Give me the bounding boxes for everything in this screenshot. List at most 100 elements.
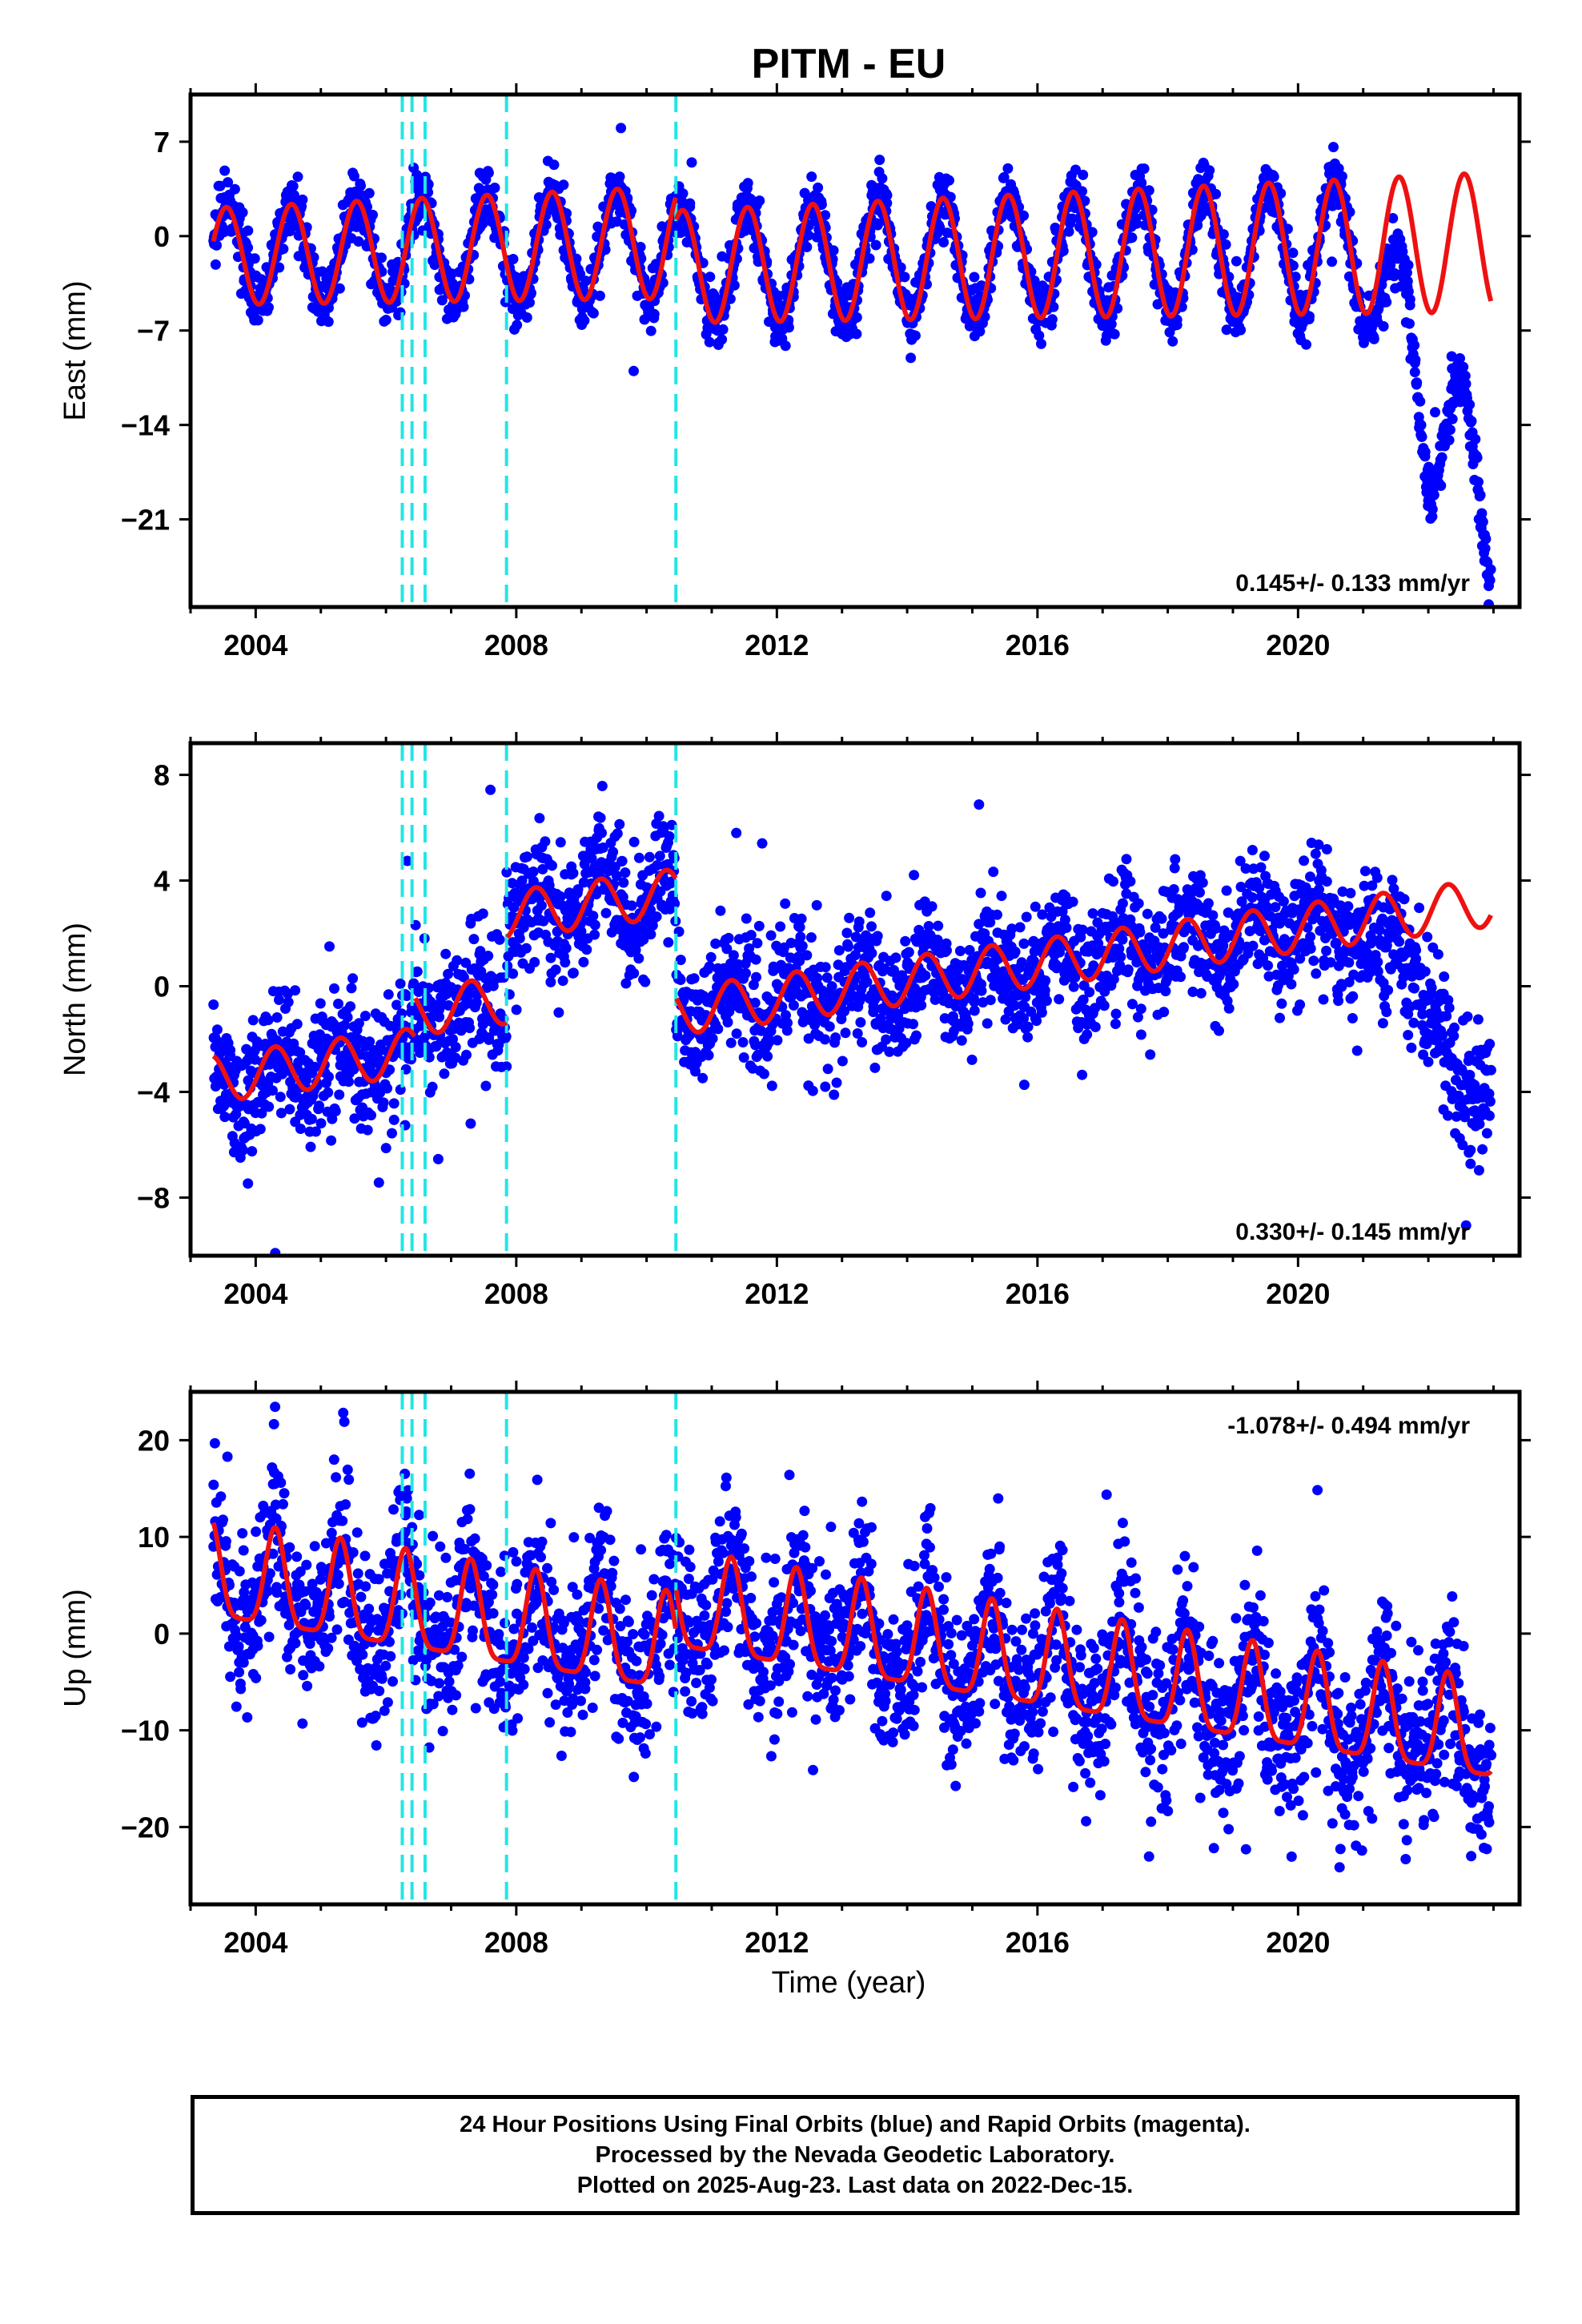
data-point — [1259, 850, 1270, 862]
data-point — [1419, 446, 1431, 457]
data-point — [1002, 163, 1014, 174]
data-point — [909, 870, 920, 881]
data-point — [373, 1177, 384, 1188]
data-point — [757, 838, 768, 849]
data-point — [475, 946, 486, 957]
data-point — [1275, 188, 1287, 199]
data-point — [347, 973, 359, 984]
data-point — [853, 916, 865, 927]
data-point — [1040, 975, 1051, 986]
data-point — [1403, 259, 1414, 271]
data-point — [247, 1146, 258, 1157]
data-point — [586, 853, 597, 864]
data-point — [468, 934, 480, 945]
data-point — [477, 908, 488, 919]
data-point — [256, 1108, 267, 1119]
data-point — [263, 302, 274, 313]
data-point — [1022, 1021, 1034, 1032]
data-point — [1010, 947, 1021, 957]
data-point — [669, 898, 681, 909]
data-point — [782, 1017, 793, 1028]
data-point — [588, 308, 599, 319]
data-point — [412, 966, 423, 977]
data-point — [1135, 1003, 1146, 1015]
data-point — [841, 927, 853, 939]
data-point — [962, 1018, 974, 1029]
data-point — [520, 943, 532, 954]
data-point — [633, 852, 644, 863]
data-point — [1171, 314, 1182, 325]
data-point — [1343, 957, 1355, 968]
data-point — [648, 308, 660, 320]
data-point — [295, 1124, 306, 1134]
data-point — [219, 1100, 230, 1112]
data-point — [315, 1118, 327, 1129]
data-point — [1410, 354, 1421, 365]
data-point — [969, 271, 980, 283]
data-point — [795, 931, 806, 943]
data-point — [635, 242, 646, 252]
data-point — [1029, 275, 1040, 286]
data-point — [865, 907, 876, 919]
data-point — [788, 999, 799, 1011]
data-point — [427, 1081, 438, 1092]
data-point — [664, 830, 675, 842]
data-point — [211, 1024, 223, 1035]
data-point — [1220, 239, 1231, 250]
data-point — [596, 827, 607, 838]
data-point — [1235, 324, 1247, 336]
data-point — [677, 188, 689, 199]
data-point — [440, 948, 452, 959]
data-point — [754, 195, 765, 207]
data-point — [652, 860, 663, 870]
data-point — [731, 827, 742, 838]
data-point — [521, 312, 532, 323]
data-point — [568, 867, 579, 879]
data-point — [1458, 361, 1469, 372]
data-point — [297, 194, 308, 205]
data-point — [1228, 979, 1239, 990]
data-point — [247, 1015, 259, 1026]
data-point — [751, 971, 761, 983]
data-point — [721, 943, 733, 955]
figure-title: PITM - EU — [752, 41, 946, 87]
data-point — [241, 1043, 252, 1055]
data-point — [1070, 164, 1081, 175]
data-point — [483, 167, 494, 179]
data-point — [314, 1100, 325, 1112]
data-point — [626, 900, 637, 911]
data-point — [589, 929, 600, 940]
data-point — [452, 955, 463, 966]
x-tick-label: 2004 — [223, 629, 287, 661]
data-point — [509, 887, 520, 899]
data-point — [1415, 396, 1426, 407]
data-point — [576, 926, 587, 937]
data-point — [908, 1019, 918, 1030]
data-point — [383, 989, 394, 1000]
data-point — [1327, 256, 1338, 267]
data-point — [1158, 1007, 1170, 1018]
data-point — [243, 1178, 254, 1189]
data-point — [275, 1108, 287, 1119]
data-point — [243, 225, 254, 236]
data-point — [974, 326, 986, 337]
x-tick-label: 2016 — [1006, 629, 1070, 661]
data-point — [334, 283, 345, 294]
data-point — [1170, 854, 1181, 865]
data-point — [512, 320, 523, 331]
data-point — [600, 907, 612, 919]
data-point — [920, 970, 931, 981]
data-point — [1117, 898, 1128, 909]
data-point — [1305, 943, 1316, 954]
data-point — [725, 293, 736, 304]
data-point — [933, 920, 944, 931]
data-point — [555, 837, 566, 848]
data-point — [728, 950, 739, 961]
data-point — [278, 243, 289, 255]
data-point — [690, 1066, 701, 1077]
data-point — [766, 1080, 777, 1092]
data-point — [942, 945, 952, 956]
data-point — [522, 851, 532, 862]
